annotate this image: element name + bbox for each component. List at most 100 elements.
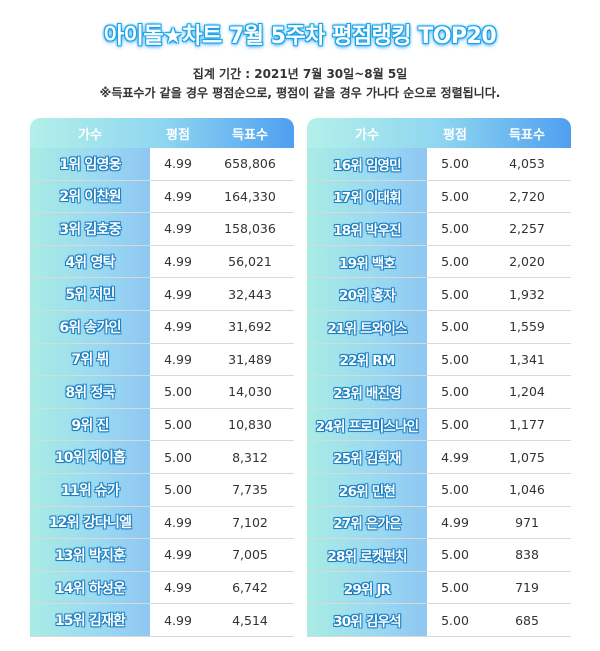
votes-value: 164,330 [224,188,276,204]
rank-singer-name: 2위 이찬원 [30,180,150,213]
rank-singer-name: 13위 박지훈 [30,539,150,571]
table-row: 4위 영탁 4.99 56,021 [30,245,294,279]
score-value: 4.99 [164,612,192,628]
score-value: 4.99 [164,547,192,563]
rank-singer-name: 5위 지민 [30,278,150,310]
score-value: 5.00 [441,547,469,563]
votes-value: 10,830 [228,417,272,433]
votes-value: 32,443 [228,286,272,302]
header-score: 평점 [166,127,190,143]
score-value: 4.99 [441,449,469,465]
votes-value: 1,046 [509,482,545,498]
score-value: 4.99 [164,580,192,596]
rank-singer-name: 11위 슈가 [30,473,150,506]
rank-singer-name: 18위 박우진 [307,213,427,245]
rank-singer-name: 27위 은가은 [307,506,427,539]
votes-value: 2,257 [509,221,545,237]
table-row: 6위 송가인 4.99 31,692 [30,310,294,344]
score-value: 5.00 [164,417,192,433]
rank-singer-name: 6위 송가인 [30,310,150,343]
score-value: 4.99 [164,514,192,530]
header-votes: 득표수 [509,127,545,143]
score-value: 5.00 [441,286,469,302]
rank-singer-name: 28위 로켓펀치 [307,539,427,571]
table-row: 23위 배진영 5.00 1,204 [307,376,571,409]
score-value: 4.99 [164,319,192,335]
header-singer: 가수 [355,127,379,143]
votes-value: 14,030 [228,384,272,400]
votes-value: 4,053 [509,156,545,172]
table-row: 25위 김희재 4.99 1,075 [307,441,571,474]
votes-value: 971 [515,514,539,530]
score-value: 4.99 [164,188,192,204]
score-value: 5.00 [441,351,469,367]
table-body: 1위 임영웅 4.99 658,806 2위 이찬원 4.99 164,330 3위 김호중… [30,148,294,637]
votes-value: 719 [515,580,539,596]
table-row: 19위 백호 5.00 2,020 [307,245,571,279]
table-row: 14위 하성운 4.99 6,742 [30,571,294,605]
table-row: 26위 민현 5.00 1,046 [307,473,571,507]
header-votes: 득표수 [232,127,268,143]
score-value: 4.99 [164,254,192,270]
rank-singer-name: 20위 홍자 [307,278,427,310]
header-score: 평점 [443,127,467,143]
ranking-table-left: 가수 평점 득표수 1위 임영웅 4.99 658,806 2위 이찬원 4.99 164… [30,118,294,637]
votes-value: 4,514 [232,612,268,628]
table-header: 가수 평점 득표수 [307,118,571,148]
table-row: 7위 뷔 4.99 31,489 [30,343,294,377]
score-value: 5.00 [441,254,469,270]
table-row: 13위 박지훈 4.99 7,005 [30,539,294,572]
score-value: 4.99 [441,514,469,530]
sorting-note: ※득표수가 같을 경우 평점순으로, 평점이 같을 경우 가나다 순으로 정렬됩… [99,86,501,100]
table-row: 5위 지민 4.99 32,443 [30,278,294,311]
rank-singer-name: 25위 김희재 [307,441,427,473]
rank-singer-name: 17위 이대휘 [307,180,427,213]
table-row: 17위 이대휘 5.00 2,720 [307,180,571,214]
score-value: 5.00 [441,319,469,335]
votes-value: 31,692 [228,319,272,335]
rank-singer-name: 29위 JR [307,571,427,604]
rank-singer-name: 9위 진 [30,408,150,441]
rank-singer-name: 12위 강다니엘 [30,506,150,539]
votes-value: 2,020 [509,254,545,270]
rank-singer-name: 1위 임영웅 [30,148,150,180]
rank-singer-name: 23위 배진영 [307,376,427,408]
score-value: 5.00 [441,188,469,204]
table-row: 2위 이찬원 4.99 164,330 [30,180,294,214]
table-row: 16위 임영민 5.00 4,053 [307,148,571,181]
ranking-table-right: 가수 평점 득표수 16위 임영민 5.00 4,053 17위 이대휘 5.00 2,7… [307,118,571,637]
votes-value: 6,742 [232,580,268,596]
rank-singer-name: 16위 임영민 [307,148,427,180]
table-row: 21위 트와이스 5.00 1,559 [307,310,571,344]
table-row: 3위 김호중 4.99 158,036 [30,213,294,246]
score-value: 5.00 [164,482,192,498]
votes-value: 685 [515,612,539,628]
table-row: 28위 로켓펀치 5.00 838 [307,539,571,572]
votes-value: 1,075 [509,449,545,465]
rank-singer-name: 10위 제이홉 [30,441,150,473]
votes-value: 7,102 [232,514,268,530]
score-value: 5.00 [441,580,469,596]
rank-singer-name: 26위 민현 [307,473,427,506]
rank-singer-name: 3위 김호중 [30,213,150,245]
rank-singer-name: 19위 백호 [307,245,427,278]
rank-singer-name: 24위 프로미스나인 [307,408,427,441]
votes-value: 1,341 [509,351,545,367]
score-value: 5.00 [441,417,469,433]
table-row: 22위 RM 5.00 1,341 [307,343,571,377]
table-header: 가수 평점 득표수 [30,118,294,148]
votes-value: 658,806 [224,156,276,172]
table-row: 30위 김우석 5.00 685 [307,604,571,637]
score-value: 4.99 [164,156,192,172]
score-value: 5.00 [441,221,469,237]
table-row: 29위 JR 5.00 719 [307,571,571,605]
table-row: 11위 슈가 5.00 7,735 [30,473,294,507]
rank-singer-name: 8위 정국 [30,376,150,408]
votes-value: 1,559 [509,319,545,335]
score-value: 5.00 [441,156,469,172]
score-value: 4.99 [164,351,192,367]
votes-value: 1,177 [509,417,545,433]
table-row: 10위 제이홉 5.00 8,312 [30,441,294,474]
table-row: 15위 김재환 4.99 4,514 [30,604,294,637]
votes-value: 2,720 [509,188,545,204]
